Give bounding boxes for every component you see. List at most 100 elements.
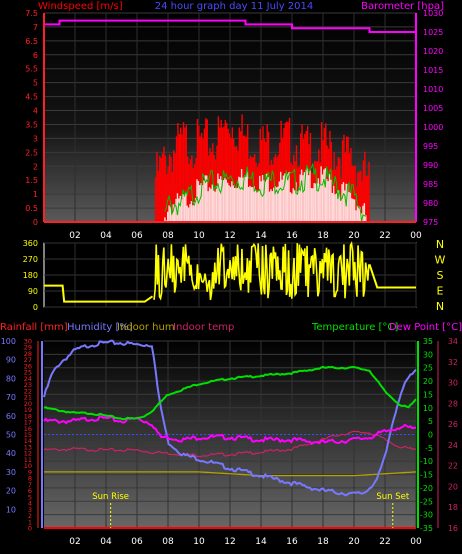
windspeed-tick-label: 7 bbox=[33, 23, 38, 32]
rainfall-tick-label: 15 bbox=[24, 431, 32, 439]
barometer-tick-label: 1005 bbox=[423, 104, 443, 113]
temperature-tick-label: -30 bbox=[420, 511, 433, 520]
barometer-tick-label: 985 bbox=[423, 180, 438, 189]
dewpoint-line bbox=[43, 414, 417, 446]
legend-indoor-hum: Indoor hum bbox=[117, 322, 175, 333]
indoor-temp-tick-label: 22 bbox=[448, 462, 458, 471]
temperature-tick-label: -10 bbox=[420, 457, 433, 466]
windspeed-tick-label: 2.5 bbox=[25, 148, 38, 157]
wind-direction-variable bbox=[153, 241, 370, 301]
windspeed-tick-label: 6 bbox=[33, 51, 38, 60]
compass-label: E bbox=[437, 285, 444, 298]
humidity-line bbox=[43, 339, 417, 497]
time-tick-label: 12 bbox=[224, 537, 235, 547]
panel1-time-labels: 02 04 06 08 10 12 14 16 18 20 22 00 bbox=[69, 231, 422, 241]
temperature-tick-label: -35 bbox=[420, 524, 433, 533]
humidity-tick-label: 10 bbox=[6, 505, 16, 514]
temperature-tick-label: 15 bbox=[423, 390, 433, 399]
barometer-tick-label: 975 bbox=[423, 218, 438, 227]
humidity-tick-label: 90 bbox=[6, 356, 16, 365]
time-tick-label: 14 bbox=[255, 231, 267, 241]
rainfall-axis-ticks: 0123456789101112131415161718192021222324… bbox=[24, 338, 32, 533]
time-tick-label: 04 bbox=[100, 231, 112, 241]
time-tick-label: 04 bbox=[100, 537, 112, 547]
time-tick-label: 20 bbox=[348, 537, 360, 547]
rainfall-tick-label: 17 bbox=[24, 419, 32, 427]
indoor-temperature-line bbox=[43, 430, 417, 458]
time-tick-label: 16 bbox=[286, 231, 298, 241]
direction-axis-ticks: 0 90 180 270 360 bbox=[23, 239, 38, 312]
windspeed-tick-label: 6.5 bbox=[25, 37, 38, 46]
barometer-tick-label: 995 bbox=[423, 142, 438, 151]
legend-rainfall: Rainfall [mm] bbox=[0, 322, 68, 333]
indoor-temp-tick-label: 32 bbox=[448, 358, 458, 367]
direction-tick-label: 180 bbox=[23, 271, 38, 280]
temp-humidity-panel: Rainfall [mm] Humidity [%] Indoor hum In… bbox=[0, 322, 462, 547]
rainfall-tick-label: 8 bbox=[28, 475, 32, 483]
time-tick-label: 10 bbox=[193, 537, 205, 547]
temperature-tick-label: 20 bbox=[423, 377, 433, 386]
windspeed-tick-label: 0 bbox=[33, 218, 38, 227]
windspeed-tick-label: 4.5 bbox=[25, 93, 38, 102]
time-tick-label: 02 bbox=[69, 231, 80, 241]
time-tick-label: 00 bbox=[410, 537, 422, 547]
time-tick-label: 20 bbox=[348, 231, 360, 241]
wind-direction-line bbox=[44, 284, 154, 303]
temperature-tick-label: -20 bbox=[420, 484, 433, 493]
rainfall-tick-label: 18 bbox=[24, 412, 32, 420]
time-tick-label: 00 bbox=[410, 231, 422, 241]
windspeed-tick-label: 2 bbox=[33, 162, 38, 171]
panel3-time-labels: 02 04 06 08 10 12 14 16 18 20 22 00 bbox=[69, 537, 422, 547]
windspeed-tick-label: 3.5 bbox=[25, 120, 38, 129]
windspeed-tick-label: 0.5 bbox=[25, 204, 38, 213]
time-tick-label: 22 bbox=[379, 231, 390, 241]
temperature-tick-label: 5 bbox=[428, 417, 433, 426]
compass-label: S bbox=[437, 269, 444, 282]
direction-tick-label: 90 bbox=[28, 287, 38, 296]
temperature-axis-ticks: -35 -30 -25 -20 -15 -10 -5 0 5 10 15 20 25 30 35 bbox=[420, 337, 433, 533]
rainfall-tick-label: 0 bbox=[28, 525, 32, 533]
time-tick-label: 18 bbox=[317, 537, 329, 547]
humidity-tick-label: 70 bbox=[6, 393, 16, 402]
indoor-temp-tick-label: 34 bbox=[448, 337, 458, 346]
humidity-tick-label: 60 bbox=[6, 412, 16, 421]
graph-date-title: 24 hour graph day 11 July 2014 bbox=[155, 1, 314, 12]
indoor-humidity-line bbox=[44, 471, 417, 477]
wind-barometer-panel: Windspeed [m/s] 24 hour graph day 11 Jul… bbox=[25, 1, 444, 241]
indoor-temp-tick-label: 30 bbox=[448, 379, 458, 388]
indoor-temp-tick-label: 26 bbox=[448, 420, 458, 429]
rainfall-tick-label: 10 bbox=[24, 462, 32, 470]
legend-indoor-temp: Indoor temp bbox=[173, 322, 234, 333]
windspeed-tick-label: 4 bbox=[33, 107, 38, 116]
rainfall-tick-label: 7 bbox=[28, 481, 32, 489]
humidity-tick-label: 100 bbox=[1, 337, 16, 346]
time-tick-label: 16 bbox=[286, 537, 298, 547]
barometer-tick-label: 1010 bbox=[423, 85, 443, 94]
panel3-grid bbox=[44, 340, 417, 529]
direction-tick-label: 360 bbox=[23, 239, 38, 248]
direction-tick-label: 0 bbox=[33, 303, 38, 312]
humidity-tick-label: 30 bbox=[6, 468, 16, 477]
sunrise-label: Sun Rise bbox=[92, 492, 129, 502]
time-tick-label: 06 bbox=[131, 231, 143, 241]
rainfall-tick-label: 16 bbox=[24, 425, 32, 433]
windspeed-tick-label: 3 bbox=[33, 134, 38, 143]
windspeed-tick-label: 1 bbox=[33, 190, 38, 199]
wind-marks bbox=[44, 19, 416, 222]
indoor-temp-axis-ticks: 16 18 20 22 24 26 28 30 32 34 bbox=[448, 337, 458, 533]
panel3-legend: Rainfall [mm] Humidity [%] Indoor hum In… bbox=[0, 322, 462, 333]
barometer-tick-label: 990 bbox=[423, 161, 438, 170]
humidity-tick-label: 20 bbox=[6, 487, 16, 496]
humidity-tick-label: 40 bbox=[6, 449, 16, 458]
time-tick-label: 02 bbox=[69, 537, 80, 547]
rainfall-tick-label: 28 bbox=[24, 350, 32, 358]
barometer-tick-label: 1020 bbox=[423, 47, 443, 56]
windspeed-axis-title: Windspeed [m/s] bbox=[38, 1, 123, 12]
temperature-tick-label: -5 bbox=[425, 444, 433, 453]
time-tick-label: 08 bbox=[162, 231, 174, 241]
rainfall-tick-label: 2 bbox=[28, 512, 32, 520]
rainfall-tick-label: 20 bbox=[24, 400, 32, 408]
rainfall-tick-label: 29 bbox=[24, 344, 32, 352]
